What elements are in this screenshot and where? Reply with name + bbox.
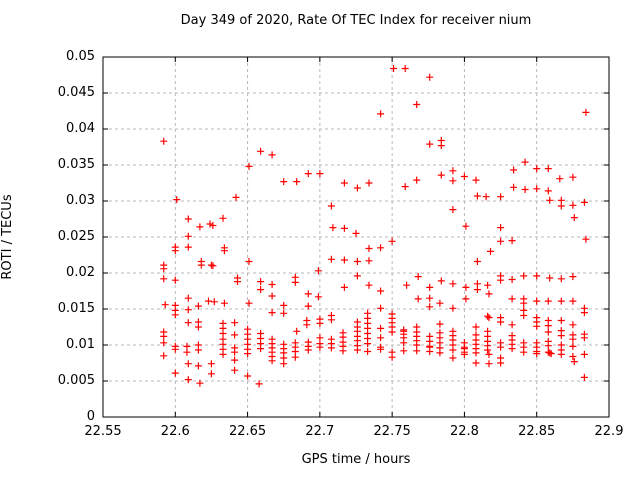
x-tick-label: 22.65: [228, 424, 267, 439]
y-tick-label: 0.05: [66, 49, 95, 64]
y-tick-label: 0.03: [66, 193, 95, 208]
x-tick-label: 22.85: [518, 424, 556, 439]
y-tick-label: 0.04: [66, 121, 95, 136]
x-axis-title: GPS time / hours: [301, 452, 411, 467]
y-tick-label: 0.005: [57, 373, 95, 388]
x-tick-label: 22.55: [84, 424, 122, 439]
y-tick-label: 0: [86, 409, 95, 424]
y-tick-label: 0.025: [57, 229, 95, 244]
x-tick-label: 22.6: [160, 424, 190, 439]
x-tick-label: 22.75: [373, 424, 411, 439]
y-tick-label: 0.015: [57, 301, 95, 316]
grid-lines: [103, 57, 609, 417]
y-tick-label: 0.045: [57, 85, 95, 100]
y-tick-label: 0.01: [66, 337, 95, 352]
data-point-markers: [160, 65, 590, 388]
y-tick-label: 0.035: [57, 157, 95, 172]
x-tick-label: 22.9: [594, 424, 624, 439]
y-tick-label: 0.02: [66, 265, 95, 280]
chart-title: Day 349 of 2020, Rate Of TEC Index for r…: [180, 13, 532, 28]
tick-marks: [102, 56, 610, 418]
x-tick-label: 22.7: [305, 424, 335, 439]
x-tick-label: 22.8: [449, 424, 479, 439]
